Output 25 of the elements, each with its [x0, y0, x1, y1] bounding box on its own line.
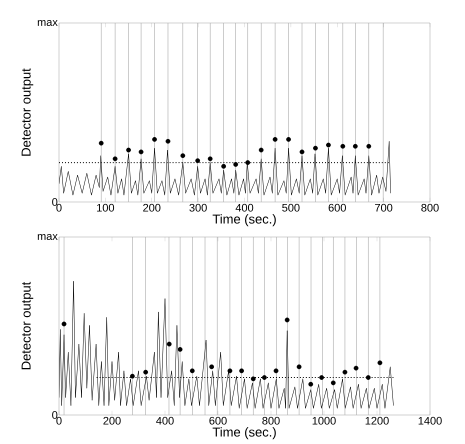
x-tick-label: 0: [56, 204, 62, 212]
x-tick-label: 800: [262, 416, 280, 425]
x-tick-label: 0: [56, 416, 62, 425]
x-tick-label: 1200: [366, 416, 389, 425]
x-tick-label: 600: [328, 204, 346, 212]
x-tick-label: 300: [189, 204, 207, 212]
x-tick-label: 800: [421, 204, 439, 212]
y-axis-title: Detector output: [22, 68, 34, 156]
x-axis-title: Time (sec.): [212, 214, 276, 226]
x-tick-label: 1000: [312, 416, 336, 425]
x-tick-label: 400: [236, 204, 254, 212]
text: 0: [52, 411, 58, 419]
x-tick-label: 100: [97, 204, 114, 212]
x-tick-label: 500: [282, 204, 300, 212]
x-tick-label: 700: [375, 204, 392, 212]
x-tick-label: 1400: [418, 416, 442, 425]
y-axis-title: Detector output: [22, 282, 34, 370]
x-tick-label: 200: [143, 204, 160, 212]
text: max: [38, 20, 58, 26]
x-tick-label: 400: [156, 416, 174, 425]
text: 0: [52, 198, 58, 206]
x-tick-label: 200: [103, 416, 121, 425]
x-axis-title: Time (sec.): [212, 427, 276, 440]
x-tick-label: 600: [209, 416, 227, 425]
text: max: [38, 234, 58, 240]
